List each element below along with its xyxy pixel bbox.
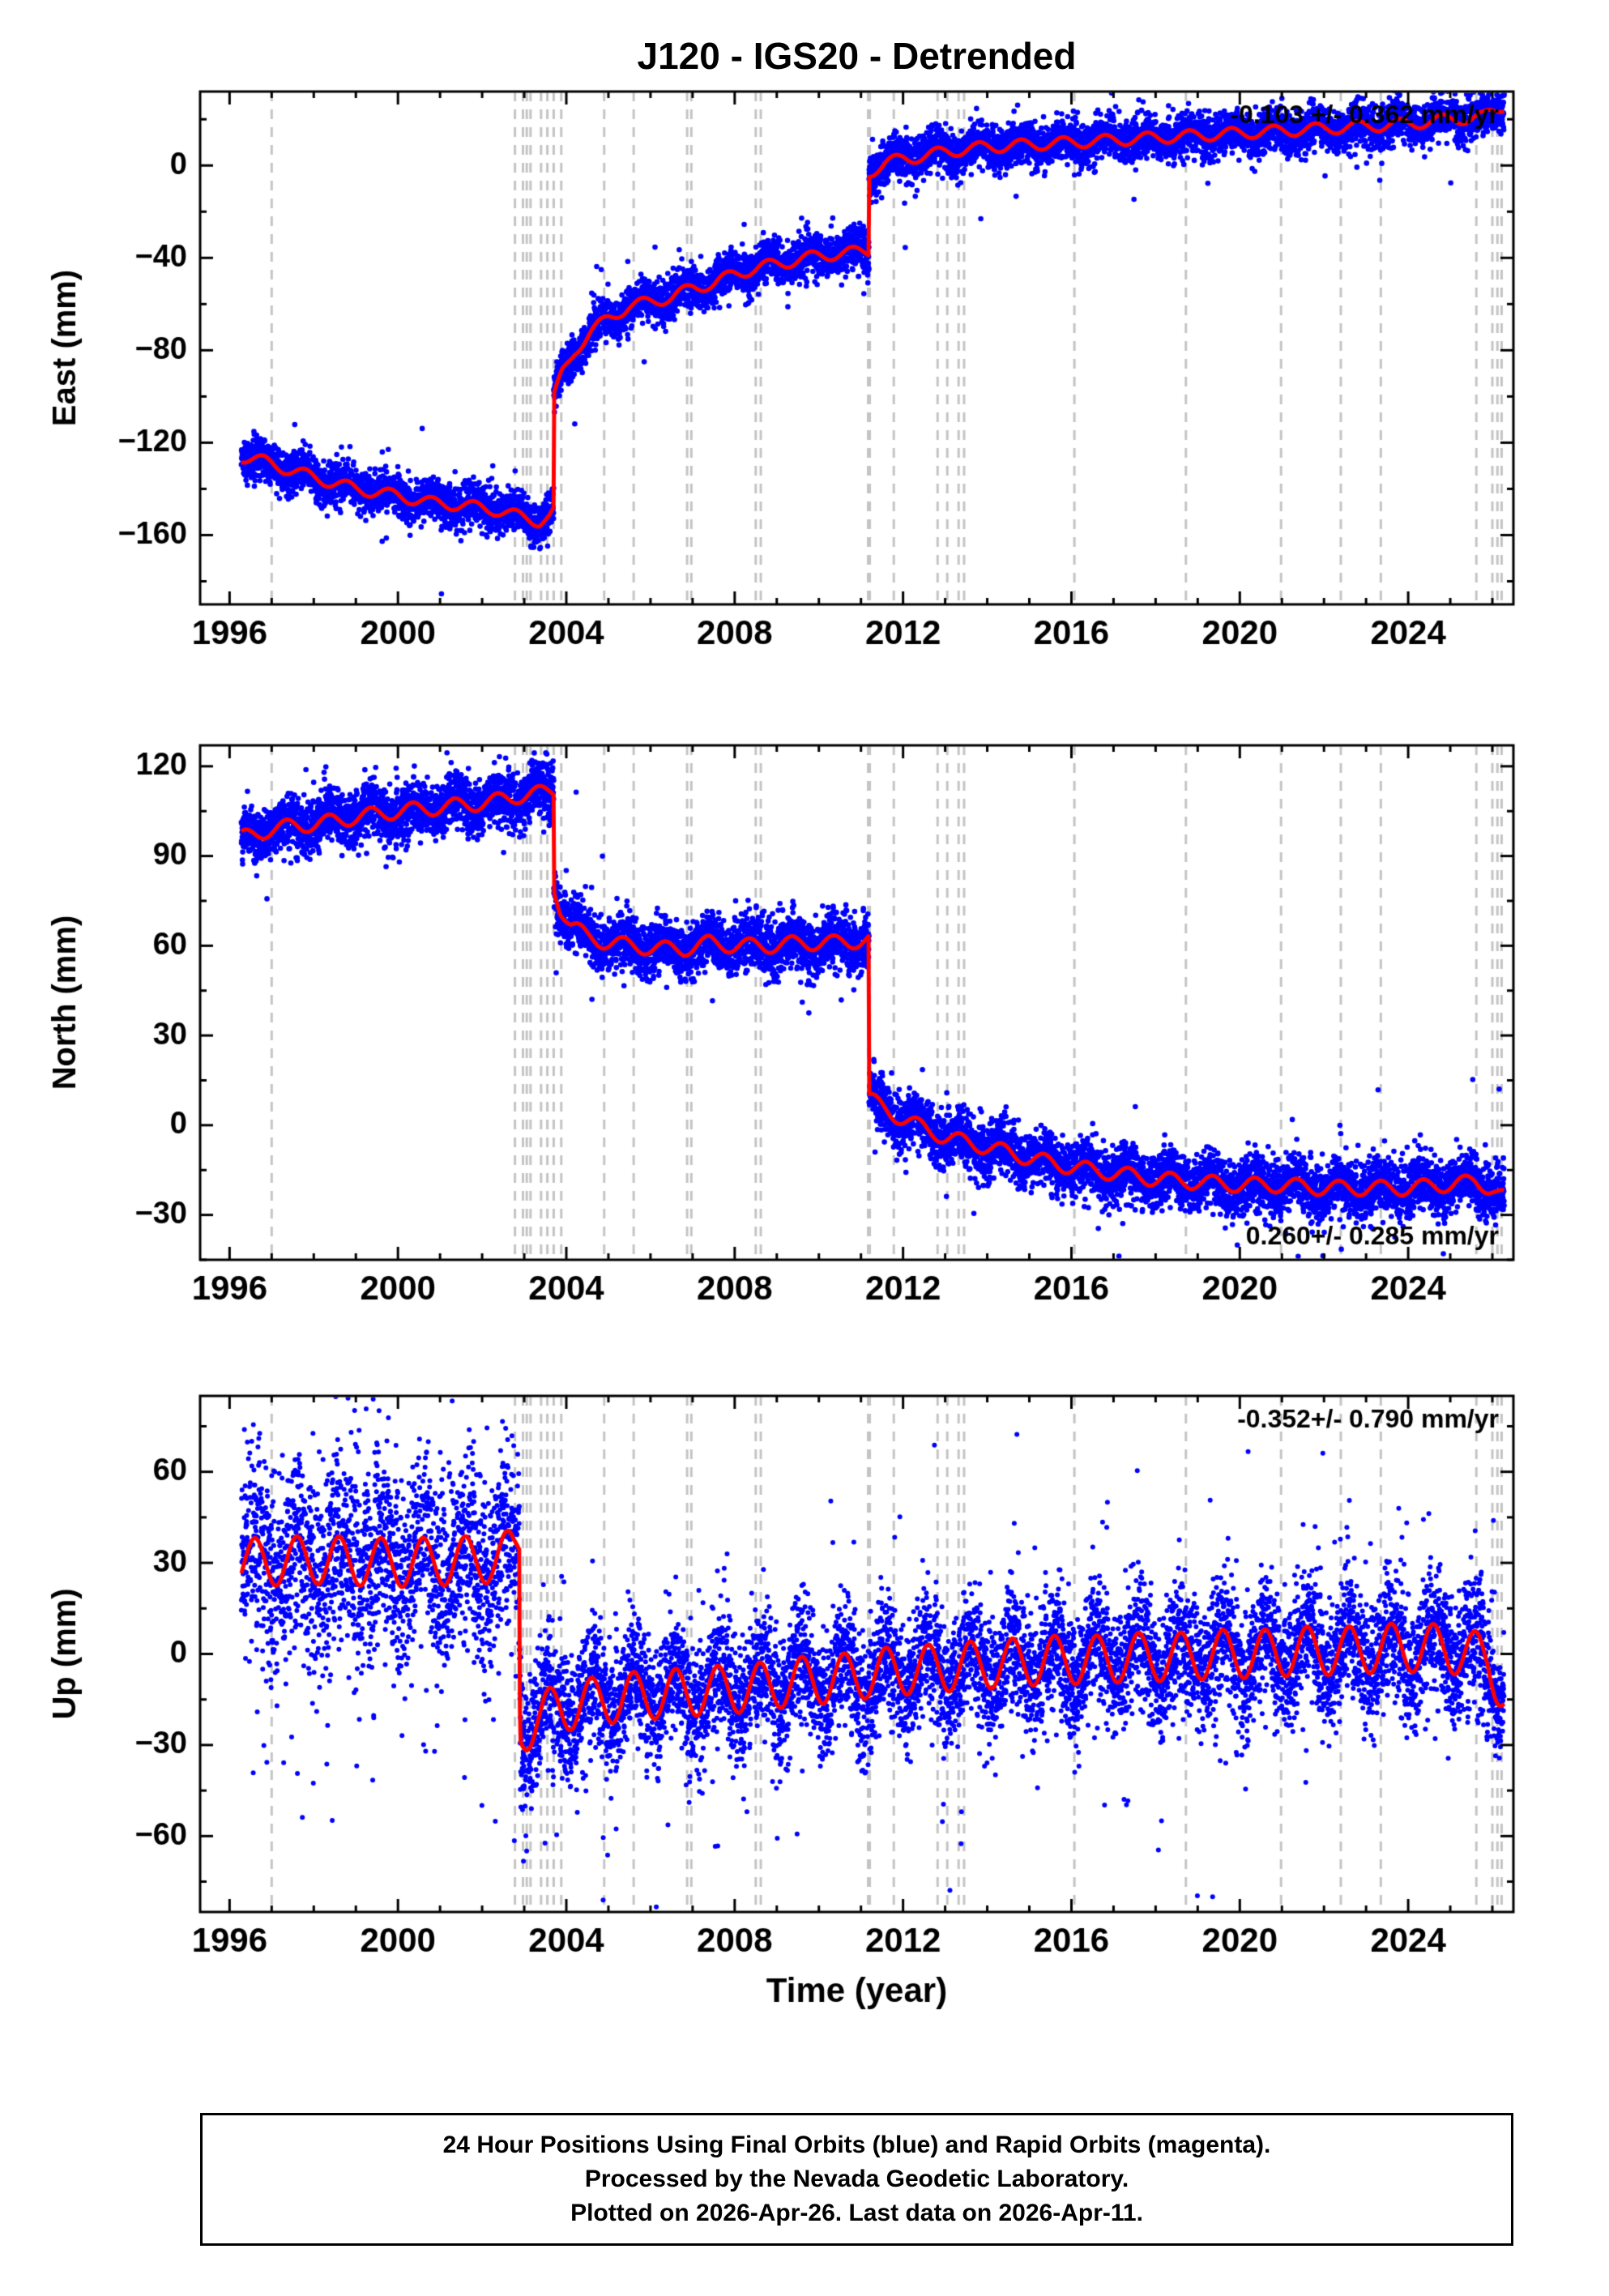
caption-box: 24 Hour Positions Using Final Orbits (bl… (200, 2113, 1513, 2246)
caption-line-3: Plotted on 2026-Apr-26. Last data on 202… (570, 2200, 1143, 2226)
plot-title: J120 - IGS20 - Detrended (637, 35, 1077, 77)
caption-line-1: 24 Hour Positions Using Final Orbits (bl… (442, 2132, 1271, 2158)
caption-line-2: Processed by the Nevada Geodetic Laborat… (584, 2166, 1129, 2192)
